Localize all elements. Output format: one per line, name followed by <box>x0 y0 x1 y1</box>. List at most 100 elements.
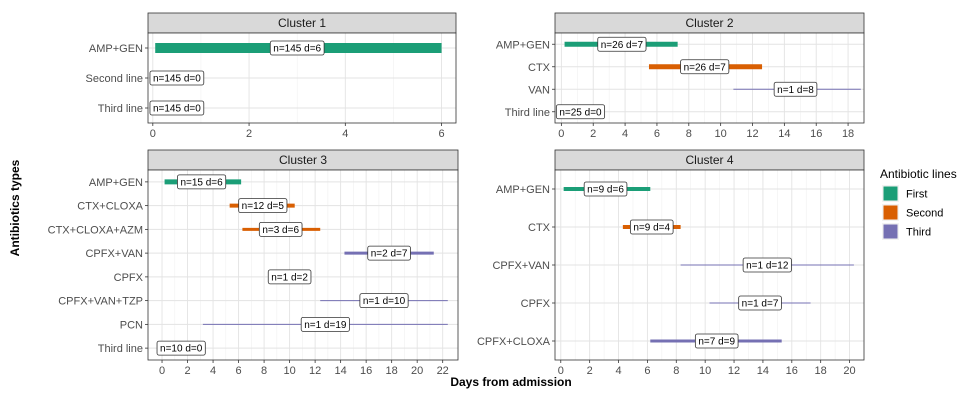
data-label-second-line: n=145 d=0 <box>149 70 205 86</box>
y-tick-label-amp-gen: AMP+GEN <box>496 184 550 196</box>
data-label-box <box>359 293 409 309</box>
data-label-box <box>738 295 782 311</box>
data-label-box <box>680 59 730 75</box>
x-tick-label: 4 <box>342 128 348 140</box>
data-label-text: n=145 d=0 <box>153 74 201 85</box>
x-tick-label: 2 <box>587 365 593 377</box>
data-label-cpfx-van-tzp: n=1 d=10 <box>359 293 409 309</box>
x-tick-label: 12 <box>728 365 740 377</box>
x-tick-label: 6 <box>439 128 445 140</box>
y-tick-label-ctx-cloxa: CTX+CLOXA <box>77 201 143 213</box>
x-tick-label: 6 <box>654 128 660 140</box>
legend: Antibiotic lines First Second Third <box>880 167 957 240</box>
data-label-text: n=1 d=12 <box>746 261 789 272</box>
x-tick-label: 8 <box>673 365 679 377</box>
data-label-cpfx-cloxa: n=7 d=9 <box>694 333 739 349</box>
y-tick-label-amp-gen: AMP+GEN <box>89 177 143 189</box>
data-label-cpfx: n=1 d=2 <box>267 269 312 285</box>
panel-cluster-4: Cluster 4 0 2 4 6 8 10 12 14 16 18 20 AMP+GEN CTX CPFX… <box>477 149 865 377</box>
x-tick-label: 2 <box>590 128 596 140</box>
x-tick-label: 18 <box>815 365 827 377</box>
panel-border <box>147 32 457 124</box>
data-label-text: n=15 d=6 <box>180 177 223 188</box>
y-tick-label-cpfx-van-tzp: CPFX+VAN+TZP <box>58 296 143 308</box>
data-label-text: n=1 d=8 <box>777 85 814 96</box>
data-label-cpfx-van: n=1 d=12 <box>742 257 792 273</box>
data-label-box <box>694 333 739 349</box>
legend-label-first: First <box>906 189 927 201</box>
y-tick-label-amp-gen: AMP+GEN <box>89 43 143 55</box>
data-label-text: n=25 d=0 <box>559 107 602 118</box>
data-label-box <box>149 100 205 116</box>
data-label-amp-gen: n=15 d=6 <box>177 174 227 190</box>
x-tick-label: 10 <box>699 365 711 377</box>
x-tick-label: 16 <box>786 365 798 377</box>
data-label-cpfx: n=1 d=7 <box>738 295 782 311</box>
data-label-box <box>367 245 411 261</box>
data-label-text: n=1 d=7 <box>742 299 779 310</box>
data-label-third-line: n=25 d=0 <box>555 104 606 120</box>
legend-label-second: Second <box>906 208 943 220</box>
data-label-ctx: n=9 d=4 <box>629 219 674 235</box>
panel-title: Cluster 1 <box>278 16 326 30</box>
data-label-box <box>238 198 288 214</box>
data-label-box <box>742 257 792 273</box>
data-label-cpfx-van: n=2 d=7 <box>367 245 411 261</box>
data-label-box <box>597 36 647 52</box>
y-tick-label-cpfx-cloxa: CPFX+CLOXA <box>477 336 551 348</box>
x-tick-label: 16 <box>360 365 372 377</box>
data-label-text: n=26 d=7 <box>601 40 644 51</box>
data-label-text: n=145 d=6 <box>273 44 321 55</box>
data-label-text: n=7 d=9 <box>698 337 735 348</box>
x-tick-label: 0 <box>558 128 564 140</box>
data-label-text: n=9 d=6 <box>587 185 624 196</box>
x-tick-label: 16 <box>810 128 822 140</box>
data-label-ctx-cloxa-azm: n=3 d=6 <box>258 221 303 237</box>
x-tick-label: 2 <box>184 365 190 377</box>
x-tick-label: 4 <box>210 365 216 377</box>
x-tick-label: 18 <box>842 128 854 140</box>
y-tick-label-van: VAN <box>528 84 550 96</box>
x-tick-label: 8 <box>261 365 267 377</box>
x-tick-label: 4 <box>622 128 628 140</box>
data-label-ctx: n=26 d=7 <box>680 59 730 75</box>
data-label-box <box>156 340 206 356</box>
x-tick-label: 12 <box>309 365 321 377</box>
y-tick-label-cpfx-van: CPFX+VAN <box>492 260 550 272</box>
data-label-box <box>555 104 606 120</box>
data-label-ctx-cloxa: n=12 d=5 <box>238 198 288 214</box>
data-label-text: n=145 d=0 <box>153 104 201 115</box>
data-label-text: n=9 d=4 <box>633 223 670 234</box>
data-label-text: n=26 d=7 <box>684 62 727 73</box>
data-label-text: n=12 d=5 <box>242 201 285 212</box>
x-tick-label: 8 <box>686 128 692 140</box>
panel-cluster-3: Cluster 3 0 2 4 6 8 10 12 14 16 18 20 22 AMP+GEN CTX+C… <box>48 149 459 377</box>
legend-swatch-first <box>883 186 898 201</box>
y-tick-label-pcn: PCN <box>120 319 143 331</box>
y-tick-label-cpfx-van: CPFX+VAN <box>85 248 143 260</box>
data-label-box <box>149 70 205 86</box>
data-label-box <box>177 174 227 190</box>
x-tick-label: 14 <box>335 365 347 377</box>
y-tick-label-ctx-cloxa-azm: CTX+CLOXA+AZM <box>48 224 143 236</box>
y-axis-title: Antibiotics types <box>8 159 22 256</box>
y-tick-label-second-line: Second line <box>86 73 144 85</box>
data-label-third-line: n=10 d=0 <box>156 340 206 356</box>
x-tick-label: 14 <box>757 365 769 377</box>
data-label-box <box>267 269 312 285</box>
data-label-pcn: n=1 d=19 <box>300 316 350 332</box>
y-tick-label-cpfx: CPFX <box>521 298 551 310</box>
data-label-amp-gen: n=9 d=6 <box>583 181 628 197</box>
x-tick-label: 0 <box>558 365 564 377</box>
data-label-box <box>269 40 325 56</box>
y-tick-label-third-line: Third line <box>98 343 143 355</box>
panel-title: Cluster 2 <box>685 16 733 30</box>
y-tick-label-third-line: Third line <box>505 107 550 119</box>
data-label-text: n=1 d=2 <box>271 272 308 283</box>
x-tick-label: 20 <box>411 365 423 377</box>
data-label-text: n=1 d=19 <box>304 320 347 331</box>
y-tick-label-ctx: CTX <box>528 62 551 74</box>
legend-label-third: Third <box>906 227 931 239</box>
x-tick-label: 10 <box>715 128 727 140</box>
